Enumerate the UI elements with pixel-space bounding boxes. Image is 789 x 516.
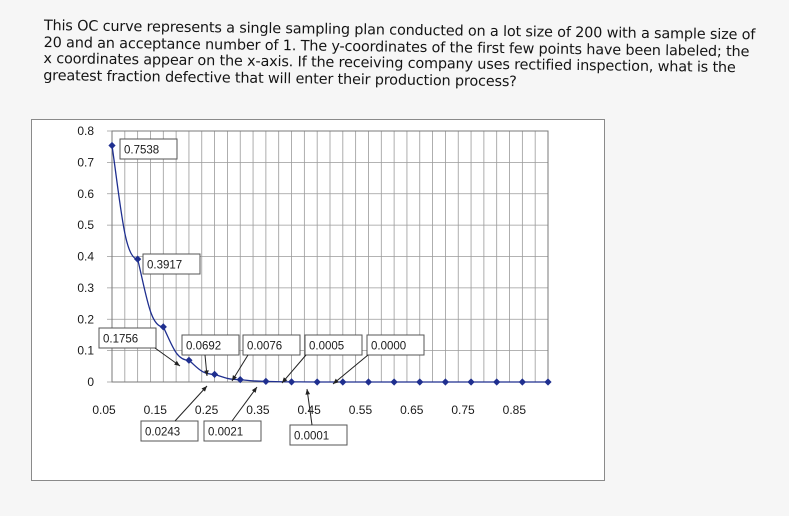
data-point <box>467 378 475 386</box>
x-tick-label: 0.45 <box>297 403 321 417</box>
x-tick-label: 0.15 <box>144 403 168 417</box>
data-point <box>159 323 167 331</box>
label-0-0021: 0.0021 <box>203 420 262 442</box>
label-0-0243: 0.0243 <box>140 420 199 442</box>
data-point <box>313 378 321 386</box>
data-point <box>364 378 373 386</box>
label-0-1756: 0.1756 <box>98 327 157 349</box>
data-point <box>287 378 296 386</box>
connector-0-0243-head <box>201 386 207 392</box>
x-tick-label: 0.25 <box>195 403 219 417</box>
data-label-text: 0.0243 <box>145 427 180 439</box>
connector-0-0076-head <box>232 375 237 381</box>
data-point <box>236 376 244 384</box>
label-0-0000: 0.0000 <box>366 334 425 356</box>
y-tick-label: 0 <box>87 375 94 389</box>
data-point <box>262 377 270 385</box>
connector-0-0021 <box>231 386 258 422</box>
data-label-text: 0.0021 <box>208 427 243 439</box>
y-tick-label: 0.1 <box>77 344 94 358</box>
x-tick-label: 0.85 <box>503 403 527 417</box>
data-point <box>108 141 116 150</box>
data-label-box <box>142 253 201 275</box>
label-0-0076: 0.0076 <box>242 334 301 356</box>
data-label-box <box>181 334 240 356</box>
data-label-box <box>140 420 199 442</box>
y-tick-label: 0.4 <box>77 250 94 264</box>
data-point <box>390 378 398 386</box>
data-point <box>493 378 501 386</box>
y-tick-label: 0.7 <box>77 155 94 169</box>
x-tick-label: 0.75 <box>451 403 475 417</box>
data-label-text: 0.3917 <box>147 260 182 272</box>
data-label-text: 0.0005 <box>309 341 344 353</box>
connector-0-0005-head <box>282 377 288 383</box>
data-label-text: 0.7538 <box>124 145 159 157</box>
label-0-7538: 0.7538 <box>119 138 178 160</box>
data-point <box>544 378 552 386</box>
label-0-3917: 0.3917 <box>142 253 201 275</box>
y-tick-label: 0.8 <box>77 124 94 138</box>
data-label-box <box>289 424 348 446</box>
connector-0-0692-head <box>204 370 209 376</box>
data-point <box>416 378 424 386</box>
data-label-box <box>98 327 157 349</box>
data-label-text: 0.0000 <box>371 341 406 353</box>
data-label-text: 0.0001 <box>294 431 329 443</box>
y-tick-label: 0.3 <box>77 281 94 295</box>
data-label-box <box>242 334 301 356</box>
label-0-0001: 0.0001 <box>289 424 348 446</box>
connector-0-0000-head <box>333 378 339 384</box>
label-0-0692: 0.0692 <box>181 334 240 356</box>
data-label-box <box>119 138 178 160</box>
data-label-text: 0.1756 <box>103 334 138 346</box>
data-point <box>134 255 142 263</box>
connector-0-0001-head <box>305 389 311 395</box>
connector-0-0000 <box>332 354 369 385</box>
data-label-box <box>366 334 425 356</box>
data-point <box>185 356 193 364</box>
label-0-0005: 0.0005 <box>304 334 363 356</box>
y-tick-label: 0.6 <box>77 187 94 201</box>
data-point <box>441 378 450 386</box>
data-label-text: 0.0692 <box>186 341 221 353</box>
x-tick-label: 0.35 <box>246 403 270 417</box>
data-label-text: 0.0076 <box>247 341 282 353</box>
connector-0-0243 <box>174 385 208 422</box>
y-tick-label: 0.2 <box>77 312 94 326</box>
data-point <box>210 370 219 378</box>
connector-0-1756-head <box>174 360 180 366</box>
connector-0-0005 <box>281 354 307 384</box>
data-point <box>339 378 347 386</box>
x-tick-label: 0.55 <box>349 403 373 417</box>
x-tick-label: 0.05 <box>92 403 116 417</box>
y-tick-label: 0.5 <box>77 218 94 232</box>
data-point <box>518 378 526 386</box>
x-tick-label: 0.65 <box>400 403 424 417</box>
data-label-box <box>304 334 363 356</box>
connector-0-0021-head <box>251 387 257 393</box>
connector-0-0001 <box>306 388 313 426</box>
